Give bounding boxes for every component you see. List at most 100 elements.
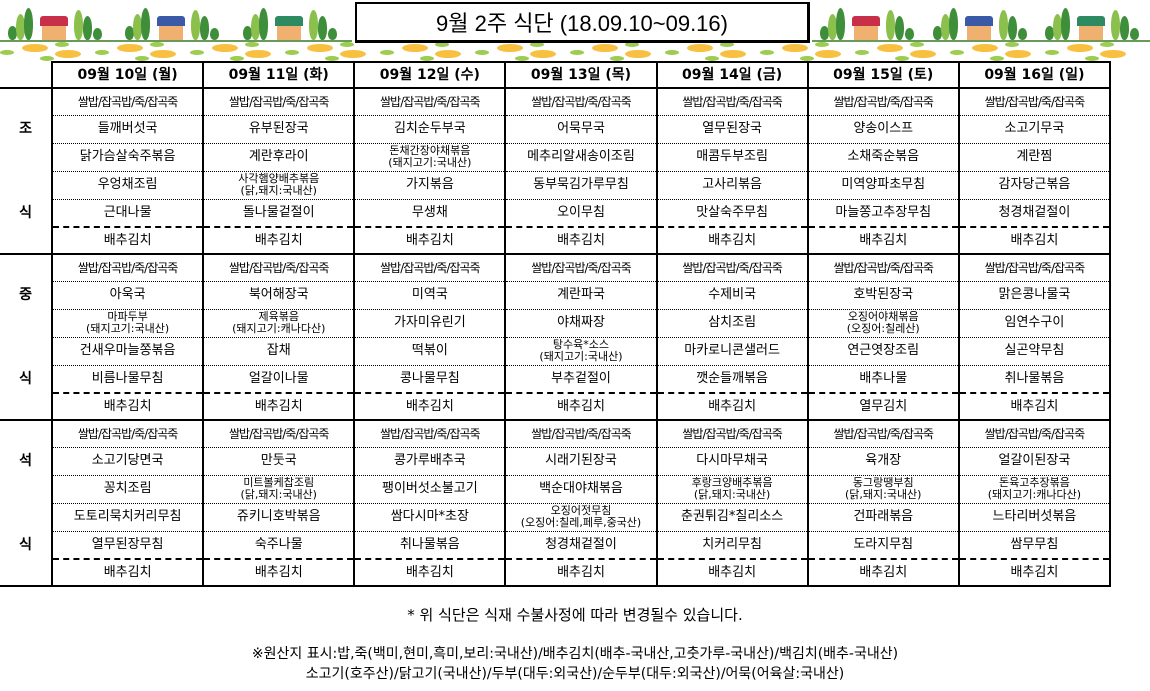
tree-icon [308,10,318,40]
staple-item: 쌀밥/잡곡밥/죽/잡곡죽 [51,88,205,116]
menu-item: 도토리묵치커리무침 [51,503,205,532]
kimchi-item: 열무김치 [806,393,960,421]
kimchi-item: 배추김치 [655,559,809,587]
staple-item: 쌀밥/잡곡밥/죽/잡곡죽 [353,254,507,282]
menu-row: 도토리묵치커리무침 쥬키니호박볶음 쌈다시마*초장 오징어젓무침 (오징어:칠레,페루… [0,503,1112,532]
day-header: 09월 12일 (수) [353,61,507,89]
tree-icon [8,26,17,40]
leaf-icon [285,50,299,55]
flower-icon [687,44,713,52]
tree-icon [74,10,83,40]
tree-icon [210,28,220,40]
menu-row: 닭가슴살숙주볶음 계란후라이 돈채간장야채볶음 (돼지고기:국내산) 메추리알새송이조… [0,143,1112,172]
leaf-icon [760,50,774,55]
tree-icon [242,26,252,40]
menu-item: 마늘쫑고추장무침 [806,199,960,228]
tree-icon [1017,28,1027,40]
staple-item: 쌀밥/잡곡밥/죽/잡곡죽 [655,88,809,116]
leaf-icon [1100,42,1114,47]
menu-item: 양송이스프 [806,115,960,144]
menu-item: 무생채 [353,199,507,228]
menu-item: 김치순두부국 [353,115,507,144]
flower-icon [150,50,176,58]
staple-item: 쌀밥/잡곡밥/죽/잡곡죽 [655,254,809,282]
menu-item: 유부된장국 [202,115,356,144]
menu-item: 건파래볶음 [806,503,960,532]
staple-item: 쌀밥/잡곡밥/죽/잡곡죽 [353,420,507,448]
leaf-icon [245,42,259,47]
menu-item: 아욱국 [51,281,205,310]
meal-label-spacer [0,143,54,171]
tree-icon [83,16,92,40]
menu-item: 북어해장국 [202,281,356,310]
staple-item: 쌀밥/잡곡밥/죽/잡곡죽 [504,254,658,282]
kimchi-item: 배추김치 [202,227,356,255]
staple-item: 쌀밥/잡곡밥/죽/잡곡죽 [806,88,960,116]
tree-icon [258,8,268,40]
menu-table: 09월 10일 (월) 09월 11일 (화) 09월 12일 (수) 09월 13일… [0,61,1112,587]
menu-item: 연근엿장조림 [806,337,960,366]
kimchi-item: 배추김치 [353,559,507,587]
house-icon [40,16,68,40]
menu-row: 배추김치 배추김치 배추김치 배추김치 배추김치 배추김치 배추김치 [0,227,1112,255]
menu-item: 메추리알새송이조림 [504,143,658,172]
menu-item: 육개장 [806,447,960,476]
kimchi-item: 배추김치 [202,559,356,587]
menu-item: 돈육고추장볶음 (돼지고기:캐나다산) [957,475,1112,504]
tree-icon [828,14,837,40]
leaf-icon [910,42,924,47]
tree-icon [932,26,942,40]
day-header: 09월 16일 (일) [957,61,1112,89]
flower-icon [1067,44,1093,52]
leaf-icon [135,56,149,61]
menu-item: 고사리볶음 [655,171,809,200]
menu-item: 시래기된장국 [504,447,658,476]
meal-label: 식 [0,199,54,227]
meal-label-spacer [0,420,54,447]
menu-row: 석 소고기당면국 만둣국 콩가루배추국 시래기된장국 다시마무채국 육개장 얼갈이된장국 [0,447,1112,476]
kimchi-item: 배추김치 [504,227,658,255]
menu-item: 맛살숙주무침 [655,199,809,228]
tree-icon [191,10,201,40]
flower-icon [117,44,143,52]
meal-label: 식 [0,531,54,559]
kimchi-item: 배추김치 [504,559,658,587]
tree-icon [820,26,829,40]
menu-item: 가자미유린기 [353,309,507,338]
leaf-icon [420,56,434,61]
flower-icon [910,50,936,58]
menu-item: 건새우마늘쫑볶음 [51,337,205,366]
menu-item: 소고기당면국 [51,447,205,476]
menu-item: 소채죽순볶음 [806,143,960,172]
staple-item: 쌀밥/잡곡밥/죽/잡곡죽 [504,420,658,448]
menu-item: 마카로니콘샐러드 [655,337,809,366]
decorative-banner [0,0,1150,61]
menu-item: 오징어야채볶음 (오징어:칠레산) [806,309,960,338]
tree-icon [905,28,914,40]
menu-item: 배추나물 [806,365,960,394]
menu-item: 취나물볶음 [957,365,1112,394]
flower-icon [782,44,808,52]
menu-item: 쌈무무침 [957,531,1112,560]
meal-label-spacer [0,227,54,255]
page-title: 9월 2주 식단 (18.09.10~09.16) [355,2,810,43]
menu-item: 다시마무채국 [655,447,809,476]
menu-item: 미역국 [353,281,507,310]
menu-item: 후랑크양배추볶음 (닭,돼지:국내산) [655,475,809,504]
tree-icon [1053,14,1063,40]
house-icon [964,16,993,40]
menu-item: 야채짜장 [504,309,658,338]
tree-icon [16,14,25,40]
menu-row: 쌀밥/잡곡밥/죽/잡곡죽 쌀밥/잡곡밥/죽/잡곡죽 쌀밥/잡곡밥/죽/잡곡죽 쌀밥/잡… [0,88,1112,116]
menu-item: 얼갈이나물 [202,365,356,394]
tree-icon [1111,10,1121,40]
menu-item: 마파두부 (돼지고기:국내산) [51,309,205,338]
day-header: 09월 13일 (목) [504,61,658,89]
flower-icon [307,44,333,52]
tree-icon [836,8,845,40]
menu-item: 동그랑땡부침 (닭,돼지:국내산) [806,475,960,504]
flower-icon [340,50,366,58]
tree-icon [125,26,135,40]
flower-icon [815,50,841,58]
menu-item: 돌나물겉절이 [202,199,356,228]
